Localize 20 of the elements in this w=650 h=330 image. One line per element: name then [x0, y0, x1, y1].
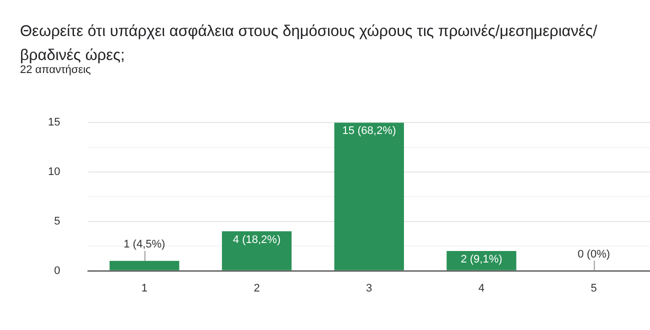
data-label: 4 (18,2%): [232, 234, 281, 246]
data-label: 15 (68,2%): [342, 125, 396, 138]
chart-title: Θεωρείτε ότι υπάρχει ασφάλεια στους δημόσιους χώρους τις πρωινές/μεσημεριανές/βραδινές ώρες;: [20, 22, 598, 64]
data-label: 0 (0%): [578, 248, 610, 260]
data-label: 2 (9,1%): [460, 254, 502, 266]
y-tick-label: 0: [54, 264, 60, 277]
bar: [110, 260, 180, 270]
x-tick-label: 5: [590, 282, 597, 294]
bar: [334, 122, 404, 270]
x-tick-label: 4: [478, 282, 485, 294]
data-label: 1 (4,5%): [124, 238, 166, 250]
x-tick-label: 3: [366, 282, 372, 294]
y-tick-label: 5: [54, 215, 60, 228]
y-tick-label: 10: [48, 166, 60, 178]
y-tick-label: 15: [48, 116, 60, 129]
chart-subtitle: 22 απαντήσεις: [20, 64, 91, 76]
x-tick-label: 2: [254, 282, 260, 294]
bar: [222, 231, 292, 270]
x-tick-label: 1: [141, 282, 148, 294]
bar: [446, 251, 516, 270]
